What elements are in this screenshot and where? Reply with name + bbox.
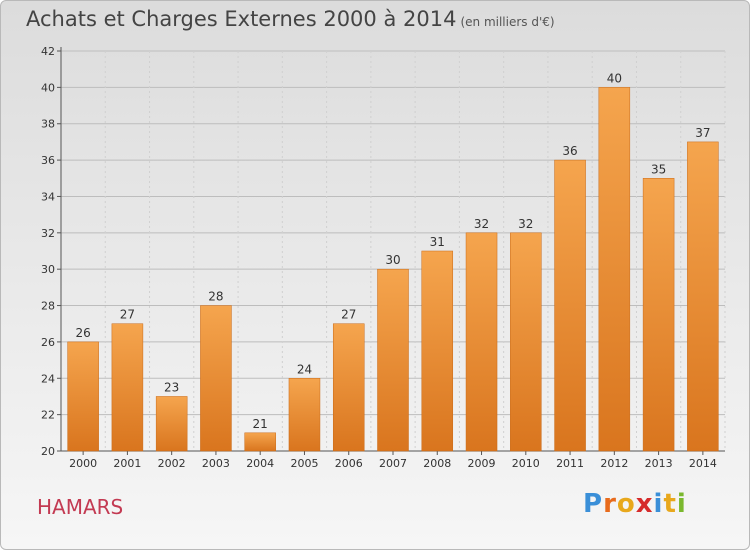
x-tick-label: 2006 [335,457,363,470]
bar-value-label: 28 [208,290,223,304]
y-tick-label: 20 [41,445,55,458]
y-tick-label: 32 [41,227,55,240]
x-tick-label: 2013 [645,457,673,470]
y-tick-label: 36 [41,154,55,167]
bar-value-label: 35 [651,162,666,176]
bar-value-label: 30 [385,253,400,267]
proxiti-logo[interactable]: Proxiti [583,489,687,519]
bar-value-label: 32 [518,217,533,231]
y-tick-label: 26 [41,336,55,349]
x-tick-label: 2014 [689,457,717,470]
bar-value-label: 36 [562,144,577,158]
logo-letter: i [653,489,664,519]
bar-value-label: 27 [120,308,135,322]
bar-value-label: 21 [253,417,268,431]
bar-value-label: 37 [695,126,710,140]
logo-letter: r [603,489,617,519]
bar-value-label: 27 [341,308,356,322]
bar [244,432,276,452]
logo-letter: i [676,489,687,519]
x-tick-label: 2010 [512,457,540,470]
x-tick-label: 2000 [69,457,97,470]
logo-letter: P [583,489,604,519]
x-tick-label: 2004 [246,457,274,470]
bar [687,141,719,452]
bar [642,178,675,452]
bar [155,396,188,452]
x-tick-label: 2012 [600,457,628,470]
bar [465,232,498,452]
y-tick-label: 40 [41,81,55,94]
bar [421,250,454,452]
y-tick-label: 24 [41,372,55,385]
bar-value-label: 32 [474,217,489,231]
x-tick-label: 2002 [158,457,186,470]
title-text: Achats et Charges Externes 2000 à 2014 [26,7,457,31]
y-tick-label: 30 [41,263,55,276]
bar-value-label: 24 [297,362,312,376]
bars [67,87,719,452]
bar-value-label: 26 [75,326,90,340]
y-tick-label: 22 [41,409,55,422]
y-tick-label: 34 [41,190,55,203]
bar-value-label: 40 [607,71,622,85]
x-tick-label: 2003 [202,457,230,470]
bar [554,159,586,452]
y-tick-label: 42 [41,45,55,58]
y-tick-label: 28 [41,300,55,313]
x-tick-label: 2005 [290,457,318,470]
bar-value-label: 23 [164,380,179,394]
bar [67,341,99,452]
x-tick-label: 2009 [468,457,496,470]
commune-name: HAMARS [37,495,124,519]
chart-title: Achats et Charges Externes 2000 à 2014 (e… [26,7,555,31]
y-tick-label: 38 [41,118,55,131]
labels: 20 22 24 26 28 30 32 34 36 38 40 42 26 2000 27 2001 23 20… [41,45,717,470]
logo-letter: o [616,489,636,519]
bar [200,305,232,452]
bar [332,323,365,452]
x-tick-label: 2011 [556,457,584,470]
bar [510,232,542,452]
title-unit: (en milliers d'€) [460,15,555,29]
bar [598,87,631,452]
x-tick-label: 2007 [379,457,407,470]
x-tick-label: 2001 [113,457,141,470]
bar [111,323,144,452]
logo-letter: t [663,489,677,519]
bar-value-label: 31 [430,235,445,249]
x-tick-label: 2008 [423,457,451,470]
bar [288,378,321,452]
logo-letter: x [635,489,654,519]
bar [377,268,409,452]
